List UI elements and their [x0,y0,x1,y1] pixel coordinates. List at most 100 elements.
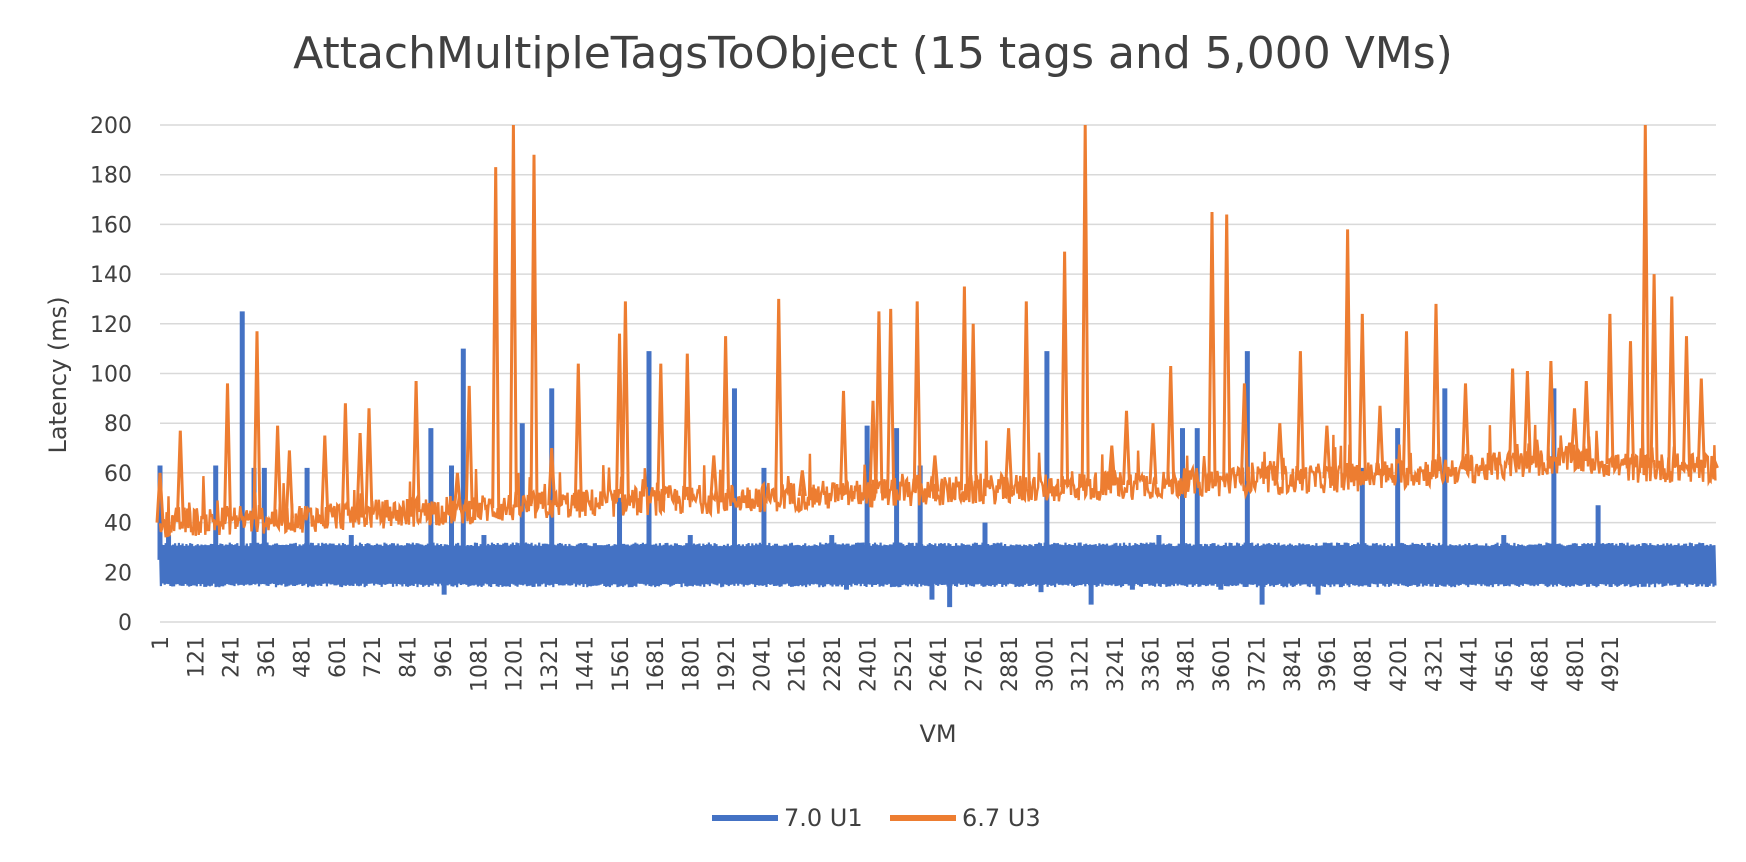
x-tick-label: 3601 [1210,636,1235,692]
x-tick-label: 2761 [963,636,988,692]
series-6-7-u3-point [1275,423,1285,480]
x-tick-label: 241 [220,636,245,678]
x-tick-label: 721 [361,636,386,678]
x-tick-label: 2521 [892,636,917,692]
series-6-7-u3-point [491,167,501,509]
y-axis-title: Latency (ms) [44,296,72,453]
series-6-7-u3-point [709,455,719,500]
series-6-7-u3-point [1295,351,1305,480]
x-tick-label: 3961 [1316,636,1341,692]
legend-label: 6.7 U3 [962,804,1041,832]
x-tick-label: 3001 [1033,636,1058,692]
x-tick-label: 4681 [1528,636,1553,692]
x-tick-label: 1561 [609,636,634,692]
x-tick-label: 4081 [1352,636,1377,692]
x-tick-label: 1201 [503,636,528,692]
series-6-7-u3-point [1461,383,1470,470]
series-6-7-u3-point [1605,313,1615,465]
series-6-7-u3-point [1402,331,1411,474]
series-6-7-u3-point [1122,410,1131,486]
series-6-7-u3-point [615,333,624,503]
chart-title: AttachMultipleTagsToObject (15 tags and … [293,28,1453,79]
series-6-7-u3-point [1710,456,1719,469]
series-6-7-u3-point [411,380,421,513]
x-tick-label: 2641 [927,636,952,692]
x-tick-label: 4201 [1387,636,1412,692]
x-tick-label: 1081 [467,636,492,692]
y-tick-label: 0 [118,611,132,636]
series-6-7-u3-point [1375,405,1385,476]
series-6-7-u3-point [1239,383,1249,482]
x-tick-label: 121 [184,636,209,678]
series-6-7-u3-point [930,455,940,492]
x-tick-label: 1321 [538,636,563,692]
series-6-7-u3-point [1581,380,1591,461]
series-6-7-u3-point [1640,124,1650,468]
y-tick-label: 80 [104,412,132,437]
x-tick-label: 3481 [1175,636,1200,692]
series-6-7-u3-point [340,403,350,516]
x-tick-label: 3721 [1245,636,1270,692]
series-6-7-u3-point [273,425,283,519]
series-6-7-u3-point [1546,361,1556,461]
x-tick-label: 1441 [573,636,598,692]
x-tick-label: 3841 [1281,636,1306,692]
series-6-7-u3-point [464,385,474,510]
series-6-7-u3-point [886,308,896,494]
y-axis-ticks: 0 20 40 60 80 100 120 140 160 180 200 [90,114,132,636]
x-tick-label: 4801 [1564,636,1589,692]
y-tick-label: 120 [90,313,132,338]
series-6-7-u3-point [797,470,807,497]
x-tick-label: 2161 [786,636,811,692]
series-6-7-u3-point [284,450,294,519]
series-6-7-u3-point [223,383,232,521]
series-6-7-u3-point [508,124,518,508]
series-6-7-u3-point [682,353,692,500]
series-6-7-u3-point [1222,214,1232,482]
series-6-7-u3-point [1626,341,1635,468]
x-tick-label: 4921 [1599,636,1624,692]
x-tick-label: 481 [290,636,315,678]
x-tick-label: 2881 [998,636,1023,692]
series-6-7-u3-point [1080,124,1090,487]
series-6-7-u3-point [452,472,462,511]
series-6-7-u3-point [252,331,262,520]
series-6-7-u3-point [620,301,630,502]
series-6-7-u3-point [968,323,978,491]
series-6-7-u3-point [1148,423,1158,485]
y-tick-label: 160 [90,213,132,238]
series-6-7-u3-point [175,430,185,522]
x-tick-label: 3121 [1069,636,1094,692]
y-tick-label: 60 [104,462,132,487]
series-6-7-u3-point [1522,370,1532,464]
series-6-7-u3-point [1004,428,1014,490]
y-tick-label: 20 [104,561,132,586]
x-tick-label: 1681 [644,636,669,692]
x-tick-label: 4321 [1422,636,1447,692]
series-7-0-u1-band [158,542,1717,588]
series-6-7-u3-point [1357,313,1367,477]
series-6-7-u3-point [1207,211,1217,483]
series-6-7-u3-point [1021,301,1031,489]
series-6-7-u3-point [959,286,969,491]
x-tick-label: 2041 [750,636,775,692]
series-6-7-u3-point [529,154,539,507]
x-tick-label: 4561 [1493,636,1518,692]
y-tick-label: 40 [104,512,132,537]
y-tick-label: 200 [90,114,132,139]
legend: 7.0 U1 6.7 U3 [712,804,1041,832]
series-6-7-u3-point [839,390,848,495]
x-tick-label: 961 [432,636,457,678]
series-6-7-u3-line [158,421,1717,538]
series-6-7-u3-point [155,472,165,523]
series-6-7-u3-point [320,435,330,517]
series-6-7-u3-point [1682,336,1691,468]
series-6-7-u3-point [573,363,583,504]
series-6-7-u3-point [912,301,922,493]
series-6-7-u3-point [1649,274,1659,468]
x-tick-label: 2281 [821,636,846,692]
series-6-7-u3-point [1570,408,1579,459]
x-tick-label: 841 [397,636,422,678]
series-6-7-u3-point [1667,296,1677,468]
